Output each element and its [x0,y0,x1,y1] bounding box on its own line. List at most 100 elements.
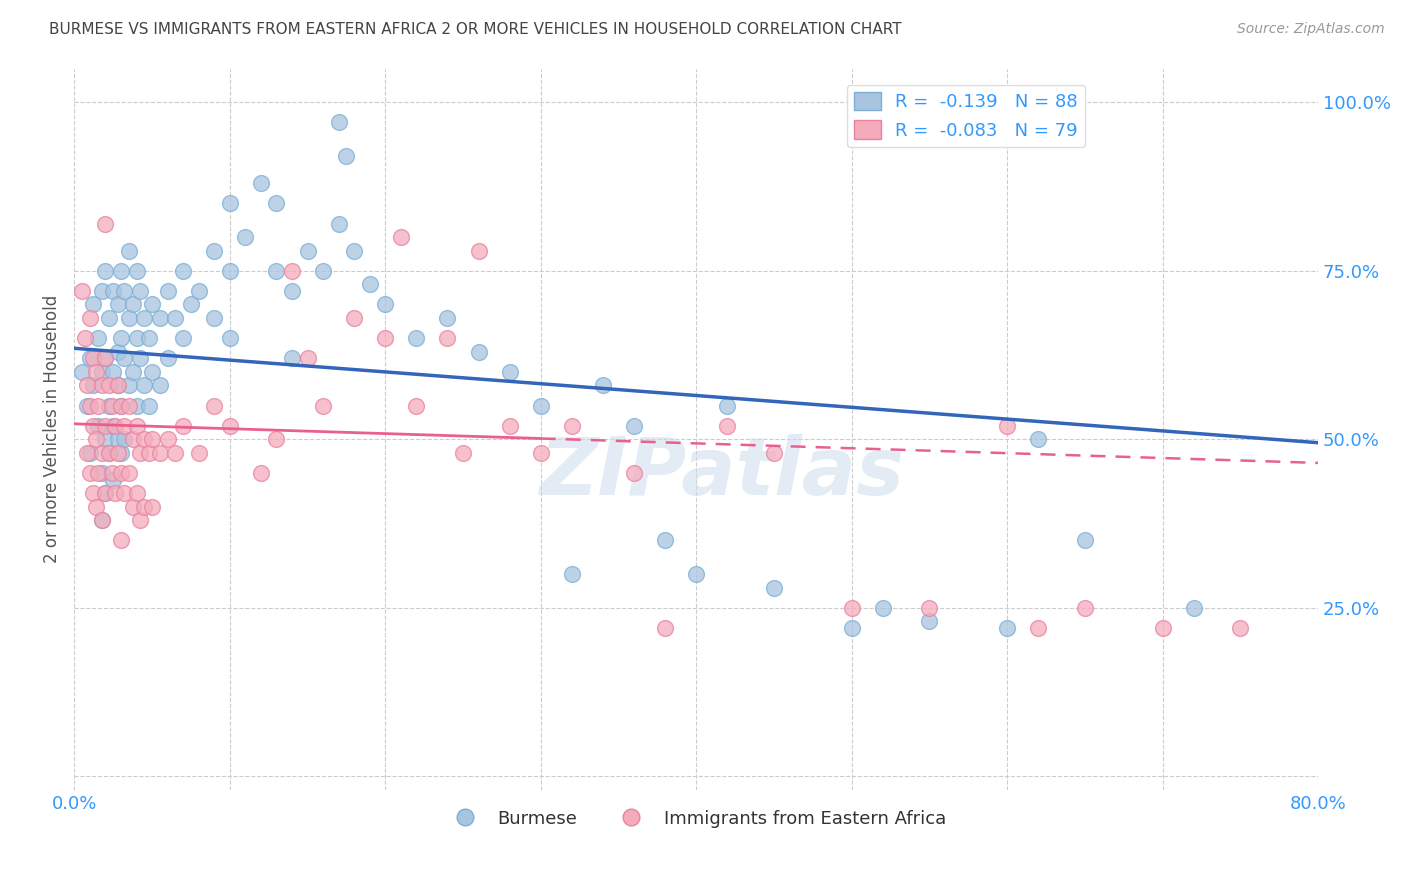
Point [86,331,108,345]
Point [91,446,114,460]
Point [107,297,129,311]
Point [654,533,676,548]
Point [134,378,156,392]
Point [122,297,145,311]
Point [218,264,240,278]
Point [138,446,160,460]
Point [112,284,135,298]
Point [94,486,117,500]
Point [118,399,141,413]
Point [125,331,148,345]
Point [218,331,240,345]
Point [995,621,1018,635]
Point [995,418,1018,433]
Point [218,418,240,433]
Point [82,378,104,392]
Point [1074,533,1097,548]
Point [104,486,127,500]
Point [467,344,489,359]
Point [405,399,427,413]
Point [149,310,172,325]
Point [94,486,117,500]
Point [103,473,125,487]
Point [79,310,101,325]
Point [281,284,304,298]
Point [91,466,114,480]
Point [107,344,129,359]
Point [218,196,240,211]
Point [103,284,125,298]
Point [76,378,98,392]
Text: Source: ZipAtlas.com: Source: ZipAtlas.com [1237,22,1385,37]
Point [110,331,132,345]
Point [498,418,520,433]
Point [156,351,179,366]
Point [138,399,160,413]
Point [125,418,148,433]
Point [107,378,129,392]
Point [86,418,108,433]
Point [1182,600,1205,615]
Point [530,446,553,460]
Point [128,284,150,298]
Legend: Burmese, Immigrants from Eastern Africa: Burmese, Immigrants from Eastern Africa [439,803,953,835]
Point [75,331,97,345]
Point [266,433,288,447]
Point [187,446,209,460]
Point [592,378,614,392]
Point [561,418,583,433]
Point [405,331,427,345]
Point [91,513,114,527]
Point [79,466,101,480]
Point [250,466,273,480]
Point [97,399,120,413]
Point [110,399,132,413]
Point [82,486,104,500]
Point [79,399,101,413]
Point [100,466,122,480]
Point [100,399,122,413]
Point [112,486,135,500]
Point [107,446,129,460]
Point [112,418,135,433]
Point [91,513,114,527]
Point [654,621,676,635]
Point [172,331,194,345]
Point [86,466,108,480]
Point [389,230,412,244]
Point [112,351,135,366]
Point [623,466,645,480]
Point [716,418,738,433]
Point [94,217,117,231]
Point [107,433,129,447]
Point [202,310,225,325]
Point [374,331,396,345]
Point [266,196,288,211]
Point [128,513,150,527]
Point [107,378,129,392]
Point [110,399,132,413]
Point [118,310,141,325]
Point [103,365,125,379]
Point [138,331,160,345]
Point [103,418,125,433]
Point [82,297,104,311]
Point [297,351,319,366]
Point [436,331,458,345]
Point [165,446,187,460]
Point [104,418,127,433]
Point [202,399,225,413]
Point [467,244,489,258]
Point [125,264,148,278]
Point [128,351,150,366]
Point [91,284,114,298]
Point [1026,621,1049,635]
Point [561,567,583,582]
Point [841,621,863,635]
Point [110,446,132,460]
Point [451,446,474,460]
Point [359,277,381,292]
Point [149,446,172,460]
Point [281,351,304,366]
Point [141,433,163,447]
